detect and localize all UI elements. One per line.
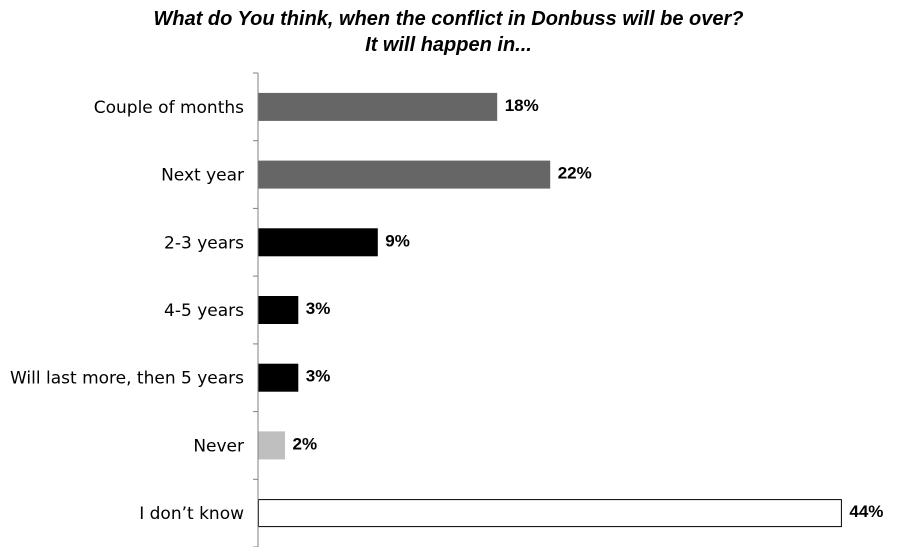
category-label: 2-3 years xyxy=(164,233,244,253)
value-label: 18% xyxy=(505,96,539,115)
chart-title-line1: What do You think, when the conflict in … xyxy=(153,8,744,30)
value-labels: 18% 22% 9% 3% 3% 2% 44% xyxy=(293,96,884,521)
category-label: Next year xyxy=(161,166,244,186)
bars-layer xyxy=(258,92,842,528)
bar xyxy=(258,92,498,121)
bar xyxy=(258,499,842,528)
bar xyxy=(258,431,285,460)
bar xyxy=(258,363,299,392)
category-label: Couple of months xyxy=(94,98,244,118)
chart-title: What do You think, when the conflict in … xyxy=(0,6,897,58)
value-label: 44% xyxy=(849,502,883,521)
category-label: Never xyxy=(193,436,244,456)
bar xyxy=(258,160,551,189)
bar xyxy=(258,296,299,324)
y-axis xyxy=(253,72,259,547)
value-label: 3% xyxy=(306,299,331,318)
category-label: 4-5 years xyxy=(164,301,244,321)
chart-subtitle: It will happen in... xyxy=(365,34,532,56)
value-label: 2% xyxy=(293,434,318,453)
category-labels: Couple of months Next year 2-3 years 4-5 ye… xyxy=(10,98,244,524)
value-label: 22% xyxy=(558,164,592,183)
bar xyxy=(258,228,378,257)
value-label: 3% xyxy=(306,367,331,386)
category-label: I don’t know xyxy=(139,504,244,524)
value-label: 9% xyxy=(385,231,410,250)
category-label: Will last more, then 5 years xyxy=(10,369,244,389)
